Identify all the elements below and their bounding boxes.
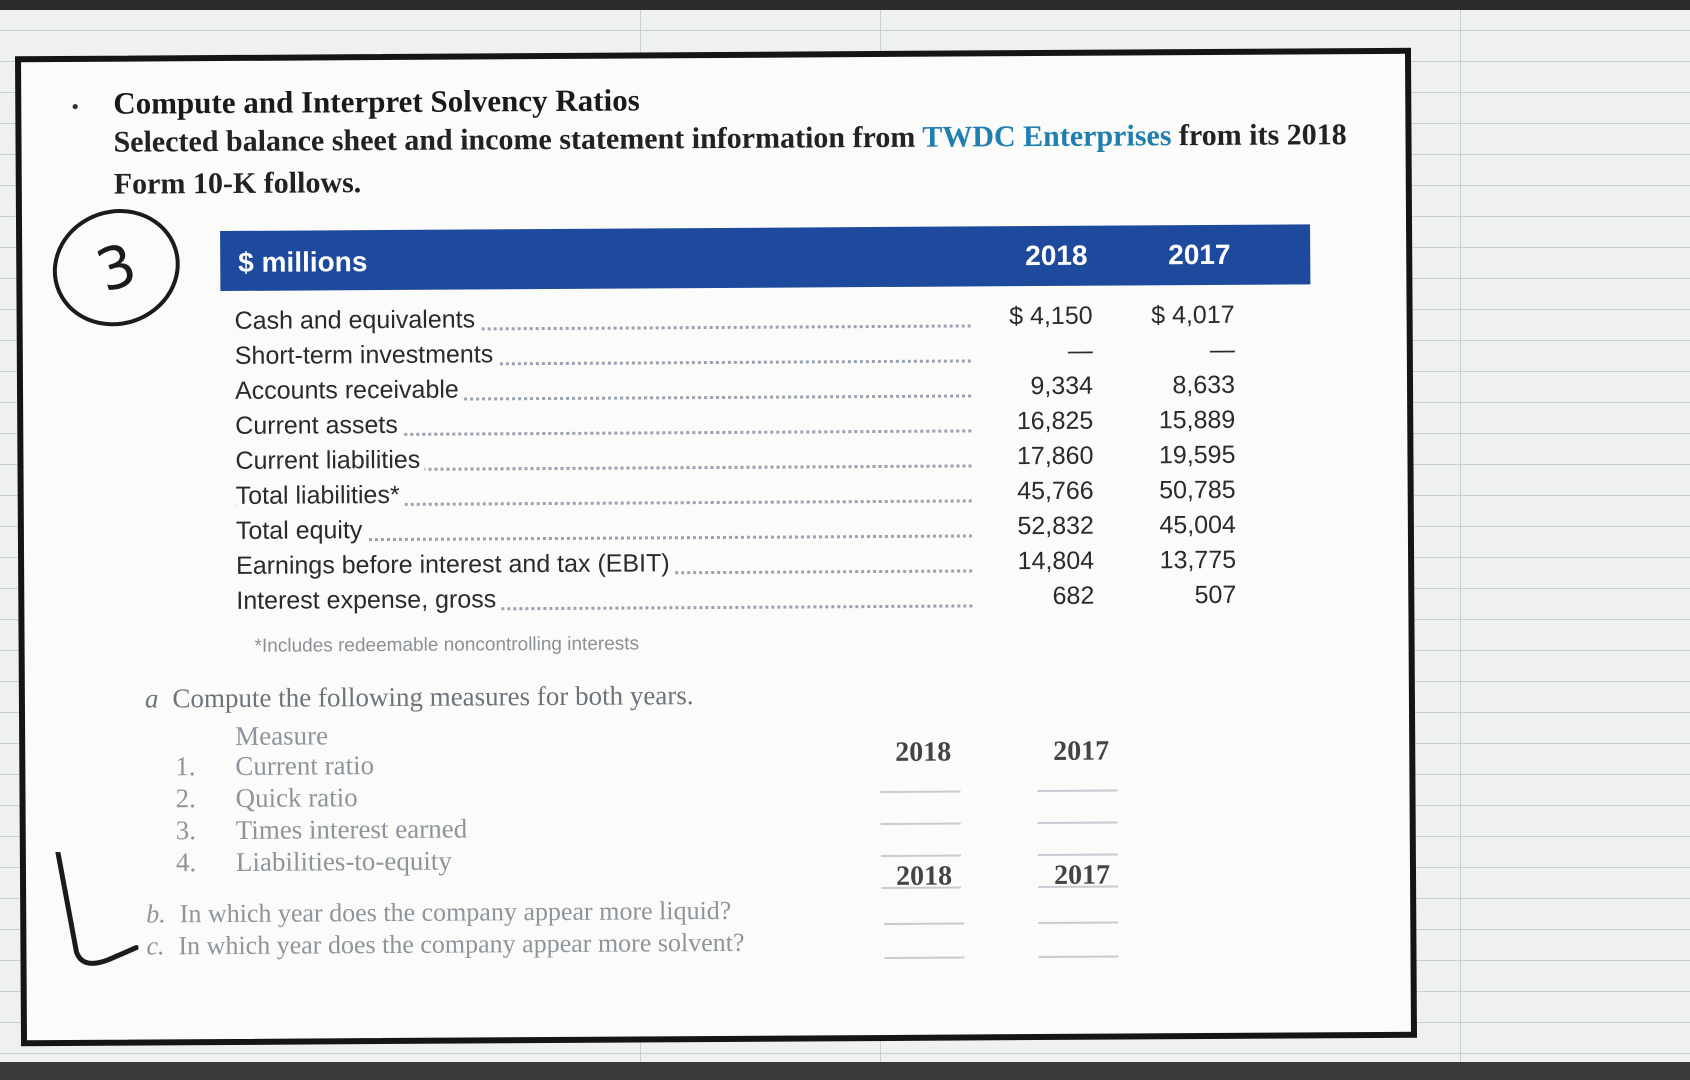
problem-intro: Selected balance sheet and income statem… (113, 114, 1403, 206)
value-2018: 682 (1052, 581, 1095, 610)
intro-prefix: Selected balance sheet and income statem… (113, 120, 923, 159)
value-2017: 19,595 (1158, 440, 1236, 470)
answer-blank-c-2017[interactable] (1038, 955, 1119, 959)
question-letter: a (144, 683, 159, 714)
question-b-text: In which year does the company appear mo… (179, 895, 732, 929)
value-2018: 52,832 (1017, 511, 1094, 541)
question-letter: b. (146, 899, 166, 929)
value-2017: 507 (1194, 580, 1237, 610)
value-2018: 16,825 (1016, 406, 1094, 436)
measures-table: Measure 2018 2017 1. Current ratio 2. Qu… (175, 715, 1175, 889)
value-2017: 13,775 (1159, 545, 1237, 575)
measure-number: 2. (175, 783, 196, 814)
measure-name: Quick ratio (235, 782, 358, 813)
value-2017: 8,633 (1172, 370, 1236, 400)
row-label: Total liabilities* (235, 480, 404, 511)
value-2018: 14,804 (1017, 546, 1095, 576)
financial-table-header: $ millions 2018 2017 (220, 224, 1311, 292)
row-label: Cash and equivalents (234, 305, 480, 335)
row-label: Earnings before interest and tax (EBIT) (236, 549, 674, 581)
measure-row: 4. Liabilities-to-equity (175, 841, 1176, 889)
value-2017: $ 4,017 (1151, 300, 1235, 330)
answer-year-2017-header-bc: 2017 (1053, 859, 1111, 891)
table-footnote: *Includes redeemable noncontrolling inte… (254, 633, 640, 657)
answer-blank-c-2018[interactable] (884, 956, 965, 959)
row-label: Total equity (235, 516, 367, 546)
value-2018: 45,766 (1017, 476, 1094, 506)
value-2017: — (1209, 335, 1235, 364)
measure-number: 4. (175, 847, 197, 878)
measure-name: Times interest earned (235, 813, 468, 845)
value-2018: $ 4,150 (1009, 301, 1093, 331)
measure-column-header: Measure (235, 720, 329, 751)
row-label: Accounts receivable (234, 375, 463, 406)
row-label: Interest expense, gross (236, 585, 501, 616)
year-column-2018: 2018 (1025, 239, 1088, 272)
handwritten-check-mark (55, 851, 139, 966)
bullet-dot: • (71, 93, 80, 119)
units-label: $ millions (238, 246, 368, 278)
question-c: c. In which year does the company appear … (146, 928, 744, 962)
window-top-edge (0, 0, 1690, 10)
window-bottom-edge (0, 1062, 1690, 1080)
answer-blank-b-2018[interactable] (884, 922, 965, 925)
grid-line (1460, 0, 1461, 1080)
handwritten-circled-number: 3 (37, 192, 196, 343)
answer-blank-b-2017[interactable] (1038, 921, 1119, 925)
row-label: Current assets (235, 410, 402, 441)
value-2018: — (1067, 336, 1093, 365)
question-letter: c. (146, 931, 165, 961)
table-row: Interest expense, gross 682 507 (222, 576, 1312, 618)
answer-year-2018-header-bc: 2018 (895, 860, 953, 892)
question-b: b. In which year does the company appear … (146, 896, 731, 930)
financial-table: $ millions 2018 2017 Cash and equivalent… (220, 224, 1312, 618)
row-label: Current liabilities (235, 445, 425, 476)
measure-number: 3. (175, 815, 197, 846)
value-2017: 15,889 (1158, 405, 1236, 435)
year-column-2017: 2017 (1168, 238, 1231, 271)
value-2018: 9,334 (1030, 371, 1094, 401)
measure-number: 1. (175, 751, 196, 782)
value-2017: 45,004 (1159, 510, 1236, 540)
question-c-text: In which year does the company appear mo… (178, 927, 745, 961)
question-a-text: Compute the following measures for both … (172, 680, 694, 714)
question-a: a Compute the following measures for both… (145, 680, 694, 714)
row-label: Short-term investments (234, 340, 498, 371)
value-2018: 17,860 (1016, 441, 1094, 471)
measure-name: Liabilities-to-equity (235, 845, 452, 877)
company-name: TWDC Enterprises (922, 119, 1172, 154)
value-2017: 50,785 (1159, 475, 1236, 505)
problem-document: • Compute and Interpret Solvency Ratios … (14, 47, 1418, 1047)
measure-name: Current ratio (235, 750, 375, 781)
problem-title: Compute and Interpret Solvency Ratios (113, 82, 640, 121)
